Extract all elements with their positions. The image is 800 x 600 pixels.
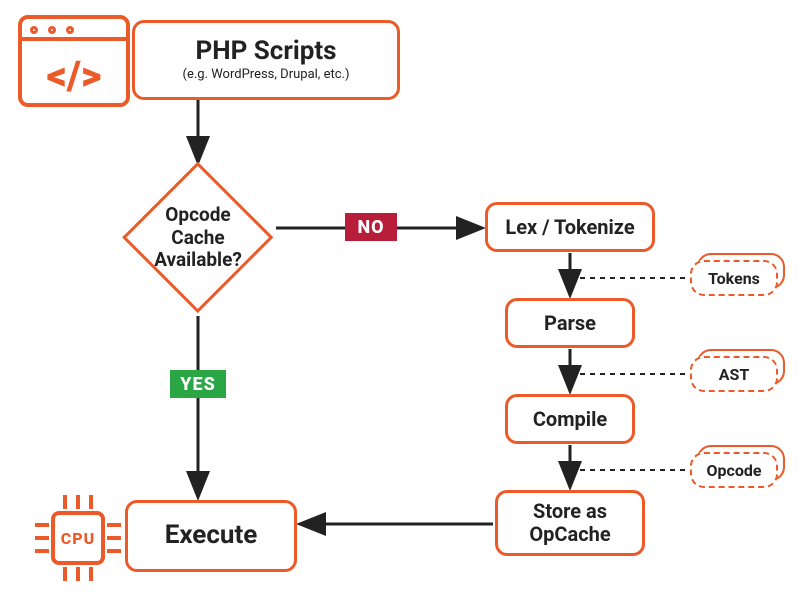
cpu-pin xyxy=(35,536,49,540)
cpu-pin xyxy=(63,567,67,581)
code-glyph: </> xyxy=(22,47,126,103)
node-parse: Parse xyxy=(505,298,635,348)
code-window-icon: </> xyxy=(18,15,130,107)
pill-tokens: Tokens xyxy=(690,260,778,296)
node-lex-tokenize: Lex / Tokenize xyxy=(485,202,655,252)
cpu-pin xyxy=(89,495,93,509)
decision-opcode-cache: Opcode Cache Available? xyxy=(122,162,274,314)
pill-opcode: Opcode xyxy=(690,452,778,488)
node-compile: Compile xyxy=(505,394,635,444)
window-dot xyxy=(48,26,56,34)
node-store-opcache: Store as OpCache xyxy=(495,490,645,556)
window-dot xyxy=(66,26,74,34)
cpu-core: CPU xyxy=(51,511,104,564)
window-dot xyxy=(30,26,38,34)
node-title: PHP Scripts xyxy=(195,37,336,67)
cpu-pin xyxy=(35,549,49,553)
cpu-icon: CPU xyxy=(35,495,121,581)
badge-yes: YES xyxy=(170,370,226,398)
cpu-pin xyxy=(63,495,67,509)
window-titlebar xyxy=(22,19,126,41)
badge-no: NO xyxy=(345,213,397,241)
cpu-pin xyxy=(107,536,121,540)
cpu-pin xyxy=(89,567,93,581)
diamond-label: Opcode Cache Available? xyxy=(122,162,274,314)
node-subtitle: (e.g. WordPress, Drupal, etc.) xyxy=(183,68,350,83)
pill-ast: AST xyxy=(690,356,778,392)
cpu-pin xyxy=(35,523,49,527)
cpu-pin xyxy=(107,549,121,553)
node-execute: Execute xyxy=(125,500,297,572)
node-php-scripts: PHP Scripts (e.g. WordPress, Drupal, etc… xyxy=(132,20,400,100)
cpu-pin xyxy=(76,495,80,509)
cpu-pin xyxy=(107,523,121,527)
cpu-pin xyxy=(76,567,80,581)
